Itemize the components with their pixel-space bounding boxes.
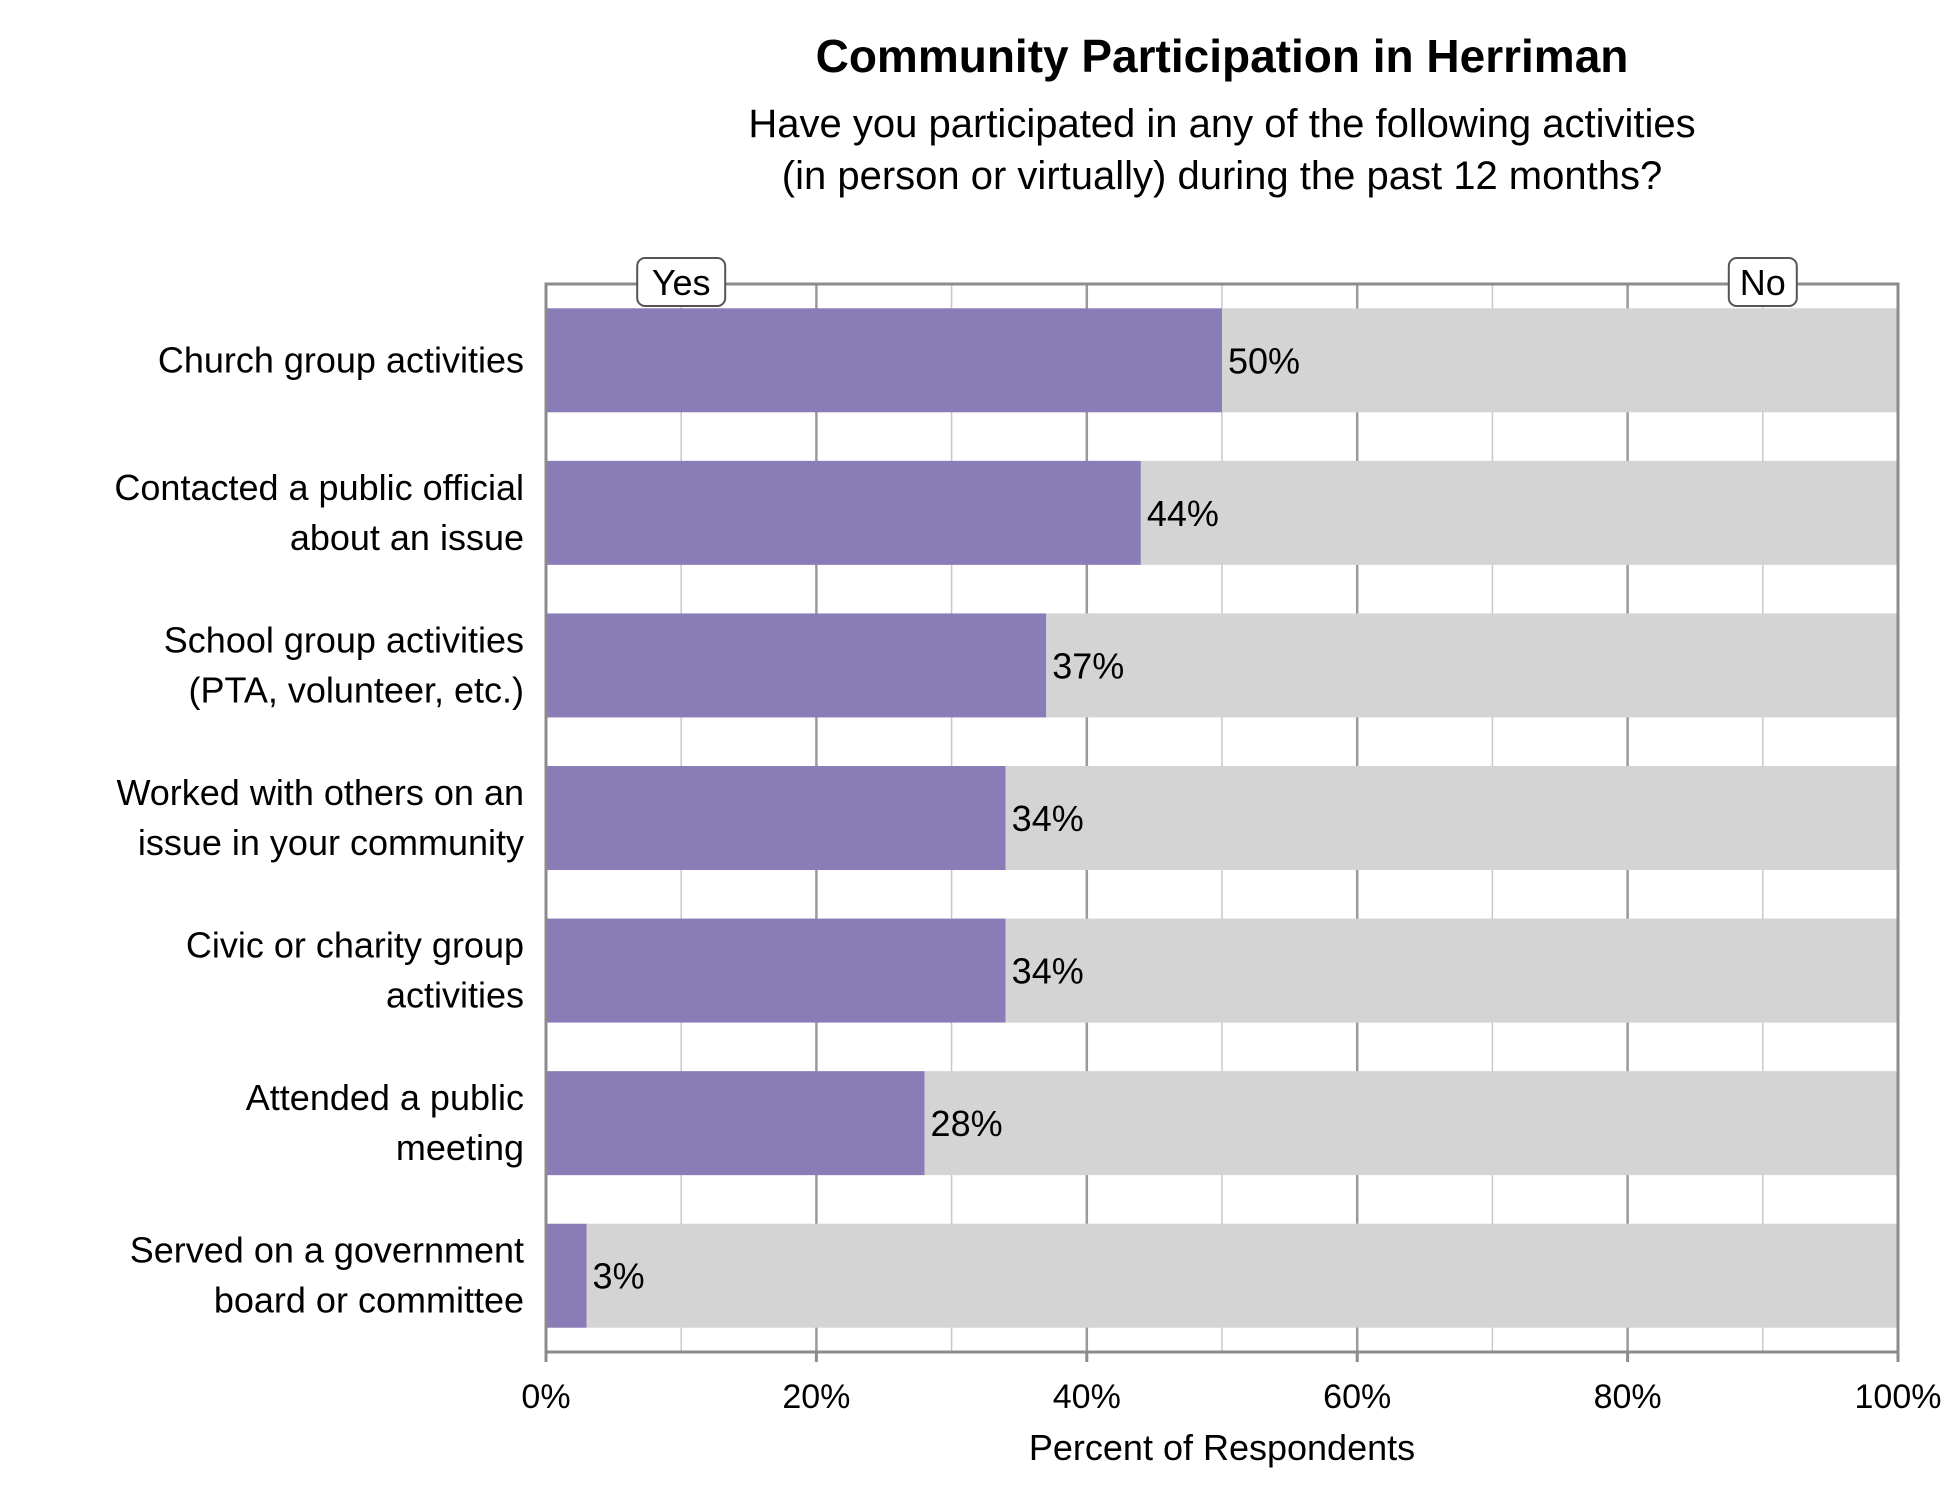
x-tick-label: 80% (1594, 1378, 1662, 1416)
plot-area: 50% Church group activities 44% Contacted a… (114, 257, 1942, 1416)
chart-subtitle-line-1: Have you participated in any of the foll… (748, 102, 1695, 146)
x-tick-label: 100% (1855, 1378, 1942, 1416)
bar-no-2 (1046, 613, 1898, 718)
data-label-5: 28% (931, 1103, 1003, 1144)
data-label-4: 34% (1012, 951, 1084, 992)
data-label-6: 3% (593, 1256, 645, 1297)
bar-yes-0 (546, 308, 1222, 413)
legend-box-no (1727, 257, 1798, 307)
data-label-0: 50% (1228, 340, 1300, 381)
legend-label-yes: Yes (652, 262, 711, 303)
category-label-2-line-0: School group activities (164, 619, 524, 660)
category-label-0-line-0: Church group activities (158, 339, 524, 380)
category-label-3-line-1: issue in your community (138, 822, 524, 863)
category-label-1-line-0: Contacted a public official (114, 467, 524, 508)
plot-border (544, 282, 1900, 1354)
category-label-6-line-1: board or committee (214, 1280, 524, 1321)
category-label-6-line-0: Served on a government (130, 1230, 524, 1271)
category-label-2-line-1: (PTA, volunteer, etc.) (189, 669, 524, 710)
category-label-5-line-0: Attended a public (246, 1077, 524, 1118)
legend-label-no: No (1740, 262, 1786, 303)
bar-no-3 (1005, 766, 1898, 870)
x-tick-label: 40% (1053, 1378, 1121, 1416)
category-label-4-line-1: activities (386, 975, 524, 1016)
bar-yes-6 (546, 1223, 587, 1328)
category-label-5-line-1: meeting (396, 1127, 524, 1168)
data-label-1: 44% (1147, 493, 1219, 534)
bar-no-4 (1005, 918, 1898, 1023)
bar-no-5 (924, 1071, 1898, 1176)
data-label-2: 37% (1052, 645, 1124, 686)
data-label-3: 34% (1012, 798, 1084, 839)
bar-no-0 (1222, 308, 1898, 413)
bar-yes-2 (546, 613, 1047, 718)
x-tick-label: 0% (521, 1378, 570, 1416)
bar-yes-5 (546, 1071, 925, 1176)
bar-yes-3 (546, 766, 1006, 870)
chart-title: Community Participation in Herriman (816, 30, 1629, 82)
bar-yes-4 (546, 918, 1006, 1023)
bar-yes-1 (546, 460, 1141, 565)
bar-no-1 (1140, 460, 1898, 565)
x-tick-label: 20% (782, 1378, 850, 1416)
category-label-3-line-0: Worked with others on an (116, 772, 524, 813)
category-label-4-line-0: Civic or charity group (186, 925, 524, 966)
bar-no-6 (586, 1223, 1898, 1328)
legend-box-yes (636, 257, 727, 307)
x-axis-title: Percent of Respondents (1029, 1427, 1415, 1468)
x-tick-label: 60% (1323, 1378, 1391, 1416)
chart-subtitle-line-2: (in person or virtually) during the past… (782, 154, 1662, 198)
category-label-1-line-1: about an issue (290, 517, 524, 558)
